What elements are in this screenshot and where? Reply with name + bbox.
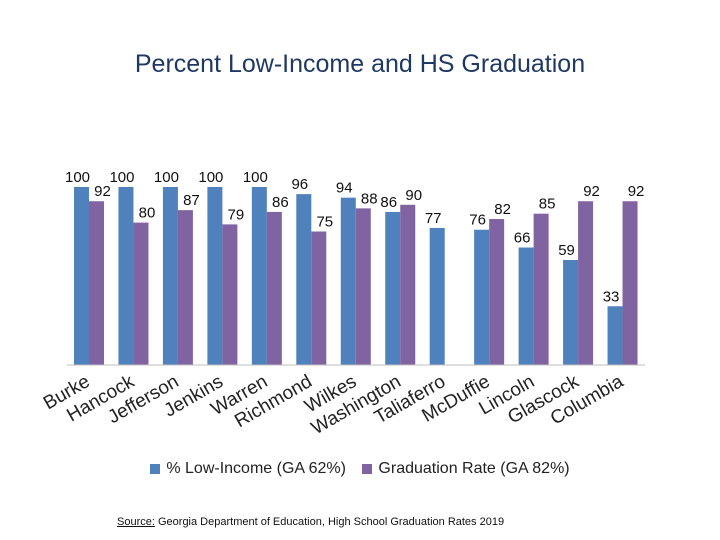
- bar-low-income-burke: [74, 187, 89, 365]
- value-label-low-income-hancock: 100: [109, 169, 134, 186]
- value-label-low-income-washington: 86: [380, 194, 397, 211]
- value-label-low-income-taliaferro: 77: [425, 210, 442, 227]
- value-label-low-income-jenkins: 100: [198, 169, 223, 186]
- bar-graduation-lincoln: [533, 213, 549, 365]
- bar-low-income-hancock: [118, 187, 134, 365]
- legend-item-graduation: Graduation Rate (GA 82%): [362, 460, 570, 478]
- source-text: Georgia Department of Education, High Sc…: [157, 516, 505, 528]
- bar-low-income-jenkins: [207, 187, 223, 365]
- source-note: Source: Georgia Department of Education,…: [117, 516, 504, 528]
- value-label-graduation-burke: 92: [94, 183, 111, 200]
- legend: % Low-Income (GA 62%) Graduation Rate (G…: [0, 460, 720, 478]
- bar-graduation-jefferson: [177, 210, 193, 365]
- value-label-graduation-columbia: 92: [628, 183, 645, 200]
- value-label-graduation-washington: 90: [405, 187, 422, 204]
- bar-graduation-washington: [400, 204, 416, 365]
- value-label-low-income-lincoln: 66: [514, 230, 531, 247]
- bar-graduation-glascock: [578, 201, 594, 365]
- value-label-graduation-glascock: 92: [583, 183, 600, 200]
- value-label-graduation-mcduffie: 82: [494, 201, 511, 218]
- value-label-low-income-columbia: 33: [603, 288, 620, 305]
- legend-swatch-low-income: [150, 463, 161, 474]
- value-label-graduation-wilkes: 88: [361, 190, 378, 207]
- value-label-graduation-warren: 86: [272, 194, 289, 211]
- value-label-low-income-jefferson: 100: [154, 169, 179, 186]
- bar-graduation-richmond: [311, 231, 327, 365]
- bar-graduation-hancock: [133, 222, 149, 365]
- category-labels-layer: BurkeHancockJeffersonJenkinsWarrenRichmo…: [40, 371, 627, 439]
- bar-low-income-glascock: [563, 259, 579, 365]
- legend-label-graduation: Graduation Rate (GA 82%): [378, 460, 570, 477]
- value-label-low-income-glascock: 59: [558, 242, 575, 259]
- value-label-low-income-richmond: 96: [291, 176, 308, 193]
- bar-graduation-burke: [89, 201, 104, 365]
- value-label-graduation-jefferson: 87: [183, 192, 200, 209]
- bar-graduation-mcduffie: [489, 219, 505, 365]
- value-label-low-income-wilkes: 94: [336, 180, 353, 197]
- bar-graduation-columbia: [622, 201, 638, 365]
- value-label-low-income-mcduffie: 76: [469, 212, 486, 229]
- bar-low-income-richmond: [296, 194, 312, 365]
- value-label-low-income-warren: 100: [243, 169, 268, 186]
- chart-title: Percent Low-Income and HS Graduation: [134, 50, 586, 78]
- value-label-graduation-richmond: 75: [316, 214, 333, 231]
- legend-label-low-income: % Low-Income (GA 62%): [166, 460, 346, 477]
- bar-low-income-wilkes: [340, 197, 356, 365]
- legend-item-low-income: % Low-Income (GA 62%): [150, 460, 346, 478]
- bar-low-income-taliaferro: [429, 227, 445, 365]
- value-label-graduation-hancock: 80: [139, 205, 156, 222]
- bar-low-income-washington: [385, 211, 401, 365]
- bar-graduation-wilkes: [355, 208, 371, 365]
- legend-swatch-graduation: [362, 463, 373, 474]
- bar-low-income-columbia: [607, 306, 623, 365]
- bars-layer: [74, 187, 638, 365]
- bar-graduation-jenkins: [222, 224, 238, 365]
- value-label-low-income-burke: 100: [65, 169, 90, 186]
- bar-low-income-jefferson: [162, 187, 178, 365]
- source-label: Source:: [117, 516, 155, 528]
- bar-low-income-warren: [251, 187, 267, 365]
- bar-graduation-warren: [266, 211, 282, 365]
- value-label-graduation-lincoln: 85: [539, 196, 556, 213]
- bar-low-income-lincoln: [518, 247, 534, 365]
- bar-low-income-mcduffie: [474, 229, 490, 365]
- value-label-graduation-jenkins: 79: [228, 206, 245, 223]
